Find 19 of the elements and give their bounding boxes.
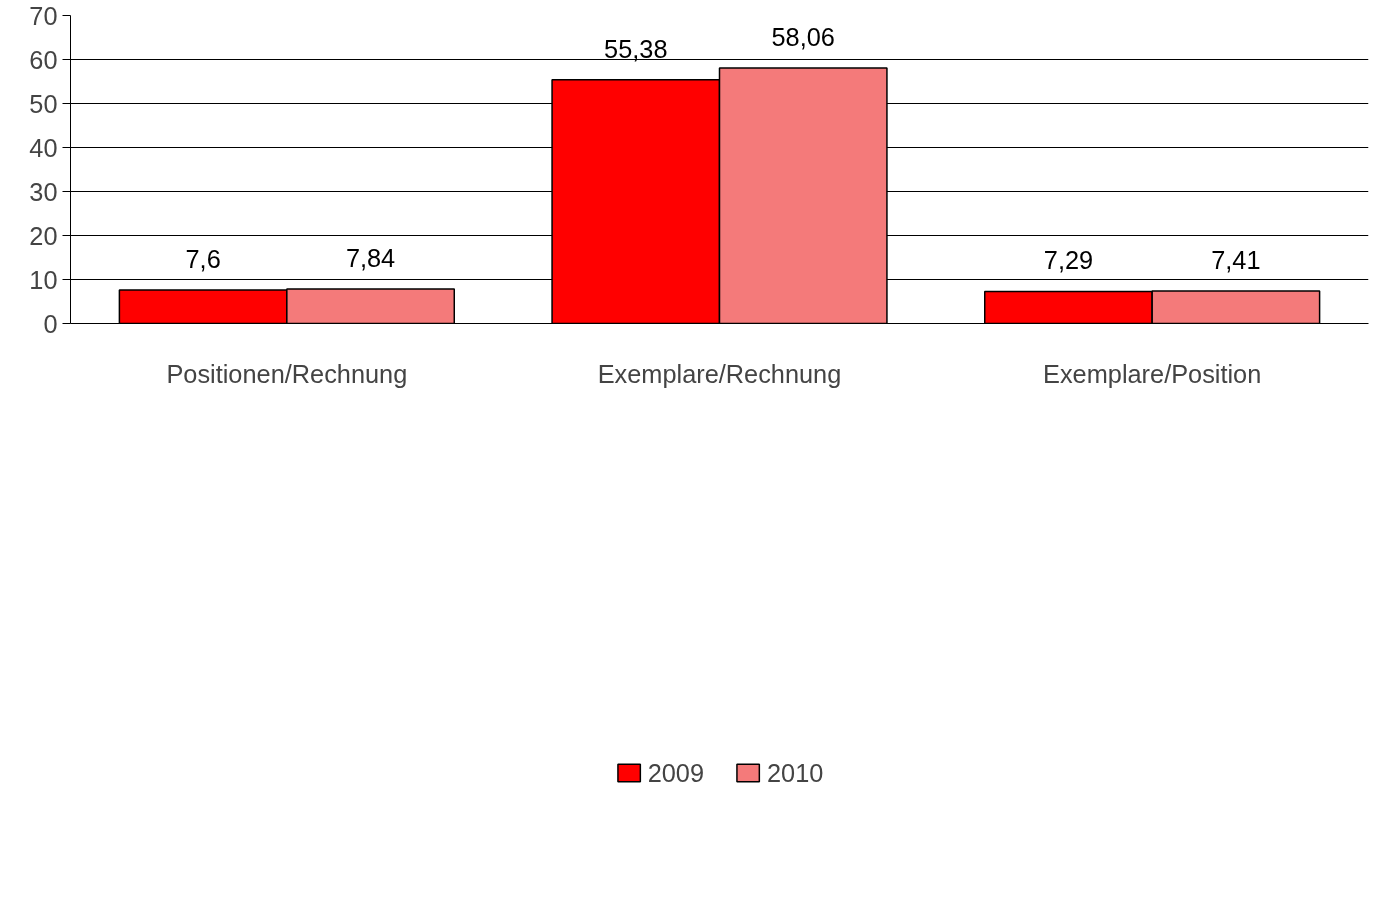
y-tick-label: 50 bbox=[29, 89, 58, 118]
x-tick-label: Positionen/Rechnung bbox=[166, 359, 408, 388]
y-tick-label: 20 bbox=[29, 221, 58, 250]
x-tick-label: Exemplare/Position bbox=[1043, 359, 1262, 388]
x-tick-label: Exemplare/Rechnung bbox=[597, 359, 842, 388]
y-tick-label: 60 bbox=[29, 45, 58, 74]
data-label: 7,29 bbox=[1043, 246, 1094, 275]
y-tick-label: 30 bbox=[29, 177, 58, 206]
data-label: 7,6 bbox=[185, 245, 221, 274]
data-label: 7,41 bbox=[1211, 245, 1261, 274]
data-label: 55,38 bbox=[604, 34, 668, 63]
data-label: 58,06 bbox=[771, 23, 835, 52]
y-tick-label: 10 bbox=[29, 265, 58, 294]
y-tick-label: 40 bbox=[29, 133, 58, 162]
y-tick-label: 70 bbox=[29, 1, 58, 30]
data-label: 7,84 bbox=[345, 244, 396, 272]
legend-label: 2010 bbox=[767, 758, 824, 788]
legend-label: 2009 bbox=[647, 758, 704, 788]
y-tick-label: 0 bbox=[43, 309, 58, 338]
